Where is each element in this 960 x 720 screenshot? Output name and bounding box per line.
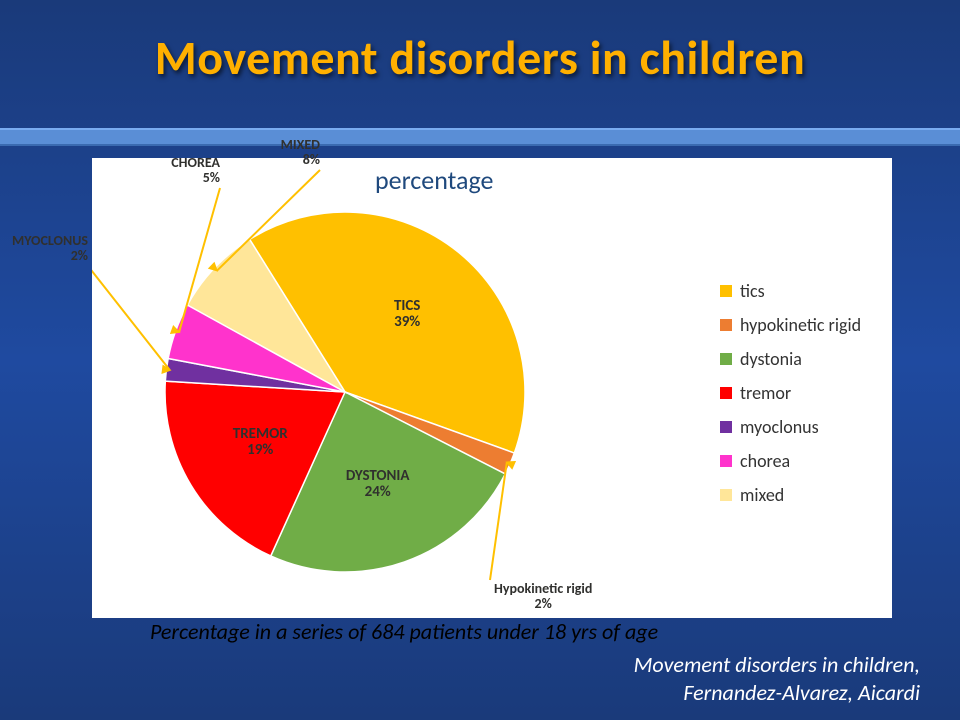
chart-area: percentage TICS39%Hypokinetic rigid2%DYS… — [92, 158, 892, 618]
slice-label-tremor: TREMOR19% — [210, 427, 310, 459]
slice-label-myoclonus: MYOCLONUS2% — [0, 234, 88, 263]
legend-item-mixed: mixed — [720, 484, 861, 506]
legend-item-chorea: chorea — [720, 450, 861, 472]
credit: Movement disorders in children, Fernande… — [634, 651, 920, 706]
legend-label: tics — [740, 280, 765, 302]
slice-label-mixed: MIXED8% — [210, 138, 320, 167]
credit-line-2: Fernandez-Alvarez, Aicardi — [683, 679, 920, 706]
legend-swatch — [720, 285, 732, 297]
legend-label: hypokinetic rigid — [740, 314, 861, 336]
legend-item-tics: tics — [720, 280, 861, 302]
legend-item-myoclonus: myoclonus — [720, 416, 861, 438]
slide: Movement disorders in children percentag… — [0, 0, 960, 720]
legend-label: chorea — [740, 450, 790, 472]
slide-title: Movement disorders in children — [0, 28, 960, 87]
legend-swatch — [720, 455, 732, 467]
accent-bar — [0, 128, 960, 146]
slice-label-dystonia: DYSTONIA24% — [328, 469, 428, 501]
legend-label: dystonia — [740, 348, 802, 370]
legend-item-hypokinetic: hypokinetic rigid — [720, 314, 861, 336]
legend-label: mixed — [740, 484, 784, 506]
slice-label-tics: TICS39% — [357, 299, 457, 331]
legend-swatch — [720, 421, 732, 433]
legend-swatch — [720, 387, 732, 399]
legend-item-tremor: tremor — [720, 382, 861, 404]
legend: tics hypokinetic rigid dystonia tremor myocl… — [720, 280, 861, 518]
legend-swatch — [720, 489, 732, 501]
caption: Percentage in a series of 684 patients u… — [150, 618, 658, 645]
legend-item-dystonia: dystonia — [720, 348, 861, 370]
legend-label: tremor — [740, 382, 791, 404]
credit-line-1: Movement disorders in children, — [634, 651, 920, 678]
slice-label-hypokinetic: Hypokinetic rigid2% — [494, 582, 592, 611]
legend-swatch — [720, 319, 732, 331]
legend-label: myoclonus — [740, 416, 819, 438]
slice-label-chorea: CHOREA5% — [110, 156, 220, 185]
legend-swatch — [720, 353, 732, 365]
